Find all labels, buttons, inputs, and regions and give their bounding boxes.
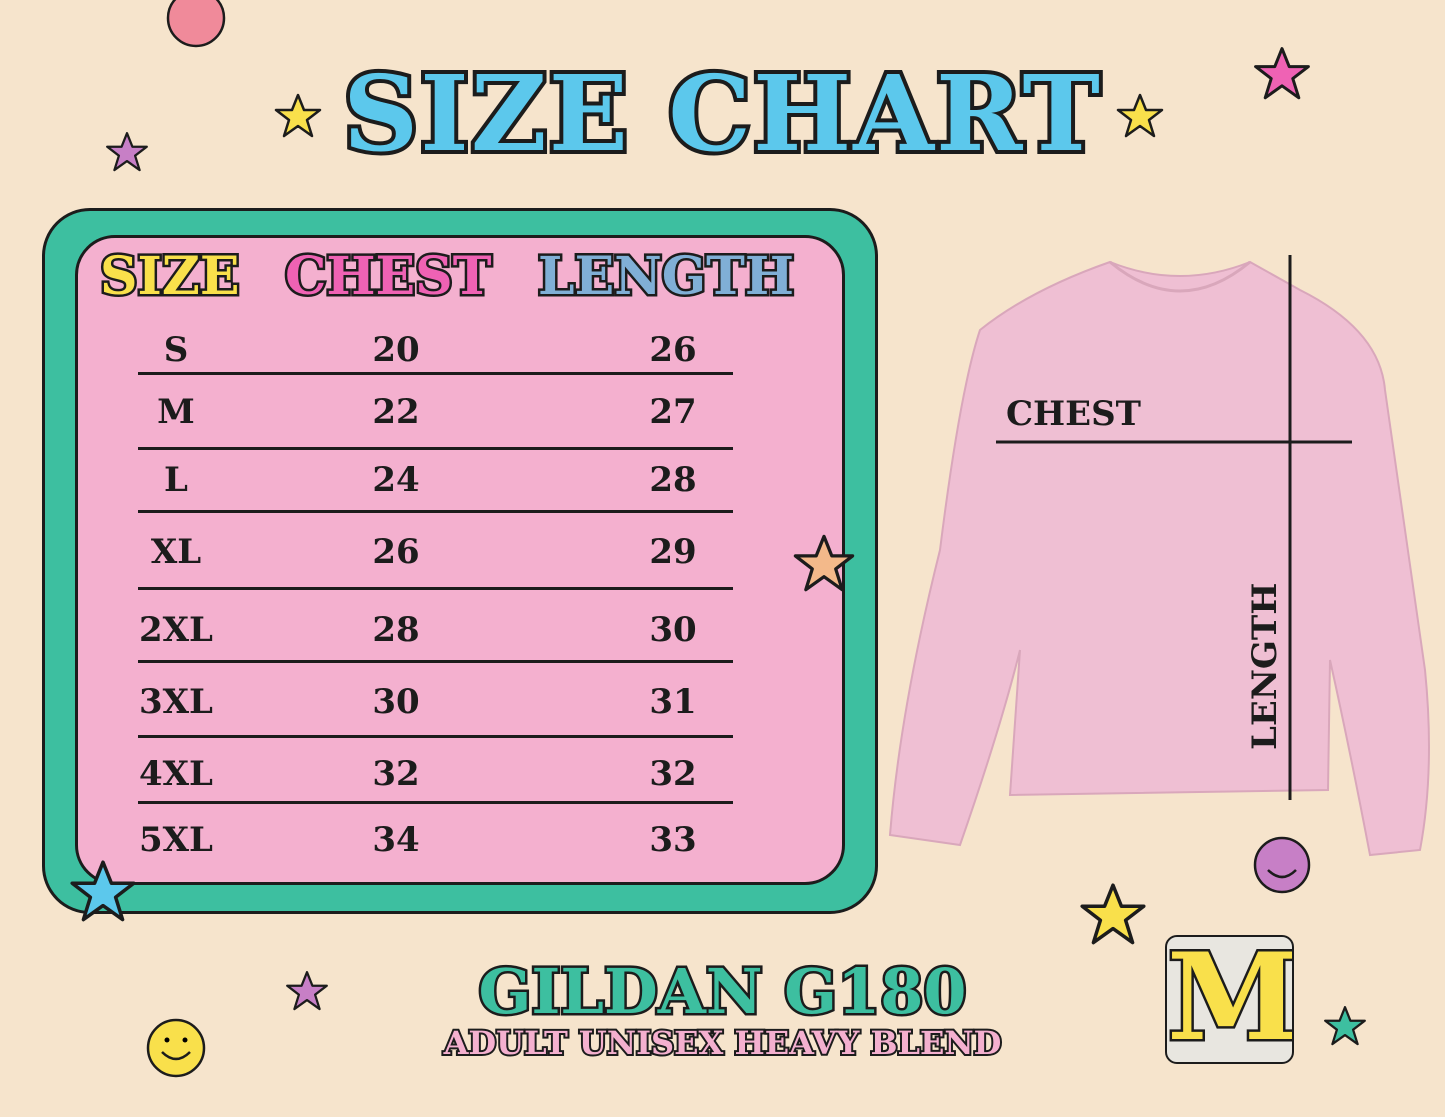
cell-size: 3XL bbox=[139, 682, 213, 722]
cell-size: S bbox=[163, 330, 189, 370]
cell-chest: 32 bbox=[372, 754, 420, 794]
cell-length: 30 bbox=[649, 610, 697, 650]
cell-size: 5XL bbox=[139, 820, 213, 860]
header-length: LENGTH bbox=[536, 244, 797, 310]
brand-model: GILDAN G180 bbox=[476, 953, 969, 1031]
logo-letter: M bbox=[1167, 935, 1294, 1064]
row-divider bbox=[138, 447, 733, 450]
cell-chest: 20 bbox=[372, 330, 420, 370]
cell-chest: 22 bbox=[372, 392, 420, 432]
cell-chest: 30 bbox=[372, 682, 420, 722]
cell-length: 33 bbox=[649, 820, 697, 860]
header-chest: CHEST bbox=[282, 244, 493, 310]
cell-length: 29 bbox=[649, 532, 697, 572]
cell-length: 28 bbox=[649, 460, 697, 500]
page-title: SIZE CHART bbox=[339, 48, 1104, 179]
length-label: LENGTH bbox=[1245, 582, 1285, 750]
cell-length: 31 bbox=[649, 682, 697, 722]
sweatshirt-image bbox=[888, 260, 1430, 857]
cell-size: M bbox=[157, 392, 195, 432]
row-divider bbox=[138, 801, 733, 804]
star-icon bbox=[1080, 883, 1146, 945]
cell-chest: 34 bbox=[372, 820, 420, 860]
cell-chest: 28 bbox=[372, 610, 420, 650]
row-divider bbox=[138, 660, 733, 663]
cell-size: 4XL bbox=[139, 754, 213, 794]
cell-length: 27 bbox=[649, 392, 697, 432]
logo: M bbox=[1165, 935, 1294, 1064]
sweatshirt-diagram bbox=[888, 255, 1430, 857]
cell-size: L bbox=[164, 460, 188, 500]
cell-length: 32 bbox=[649, 754, 697, 794]
row-divider bbox=[138, 372, 733, 375]
cell-chest: 24 bbox=[372, 460, 420, 500]
header-size: SIZE bbox=[97, 244, 242, 310]
row-divider bbox=[138, 510, 733, 513]
smiley-icon bbox=[166, 0, 226, 48]
brand-description: ADULT UNISEX HEAVY BLEND bbox=[442, 1022, 1004, 1064]
cell-size: 2XL bbox=[139, 610, 213, 650]
cell-length: 26 bbox=[649, 330, 697, 370]
row-divider bbox=[138, 587, 733, 590]
chest-label: CHEST bbox=[1006, 394, 1141, 434]
cell-chest: 26 bbox=[372, 532, 420, 572]
size-table bbox=[75, 235, 845, 885]
row-divider bbox=[138, 735, 733, 738]
cell-size: XL bbox=[150, 532, 202, 572]
